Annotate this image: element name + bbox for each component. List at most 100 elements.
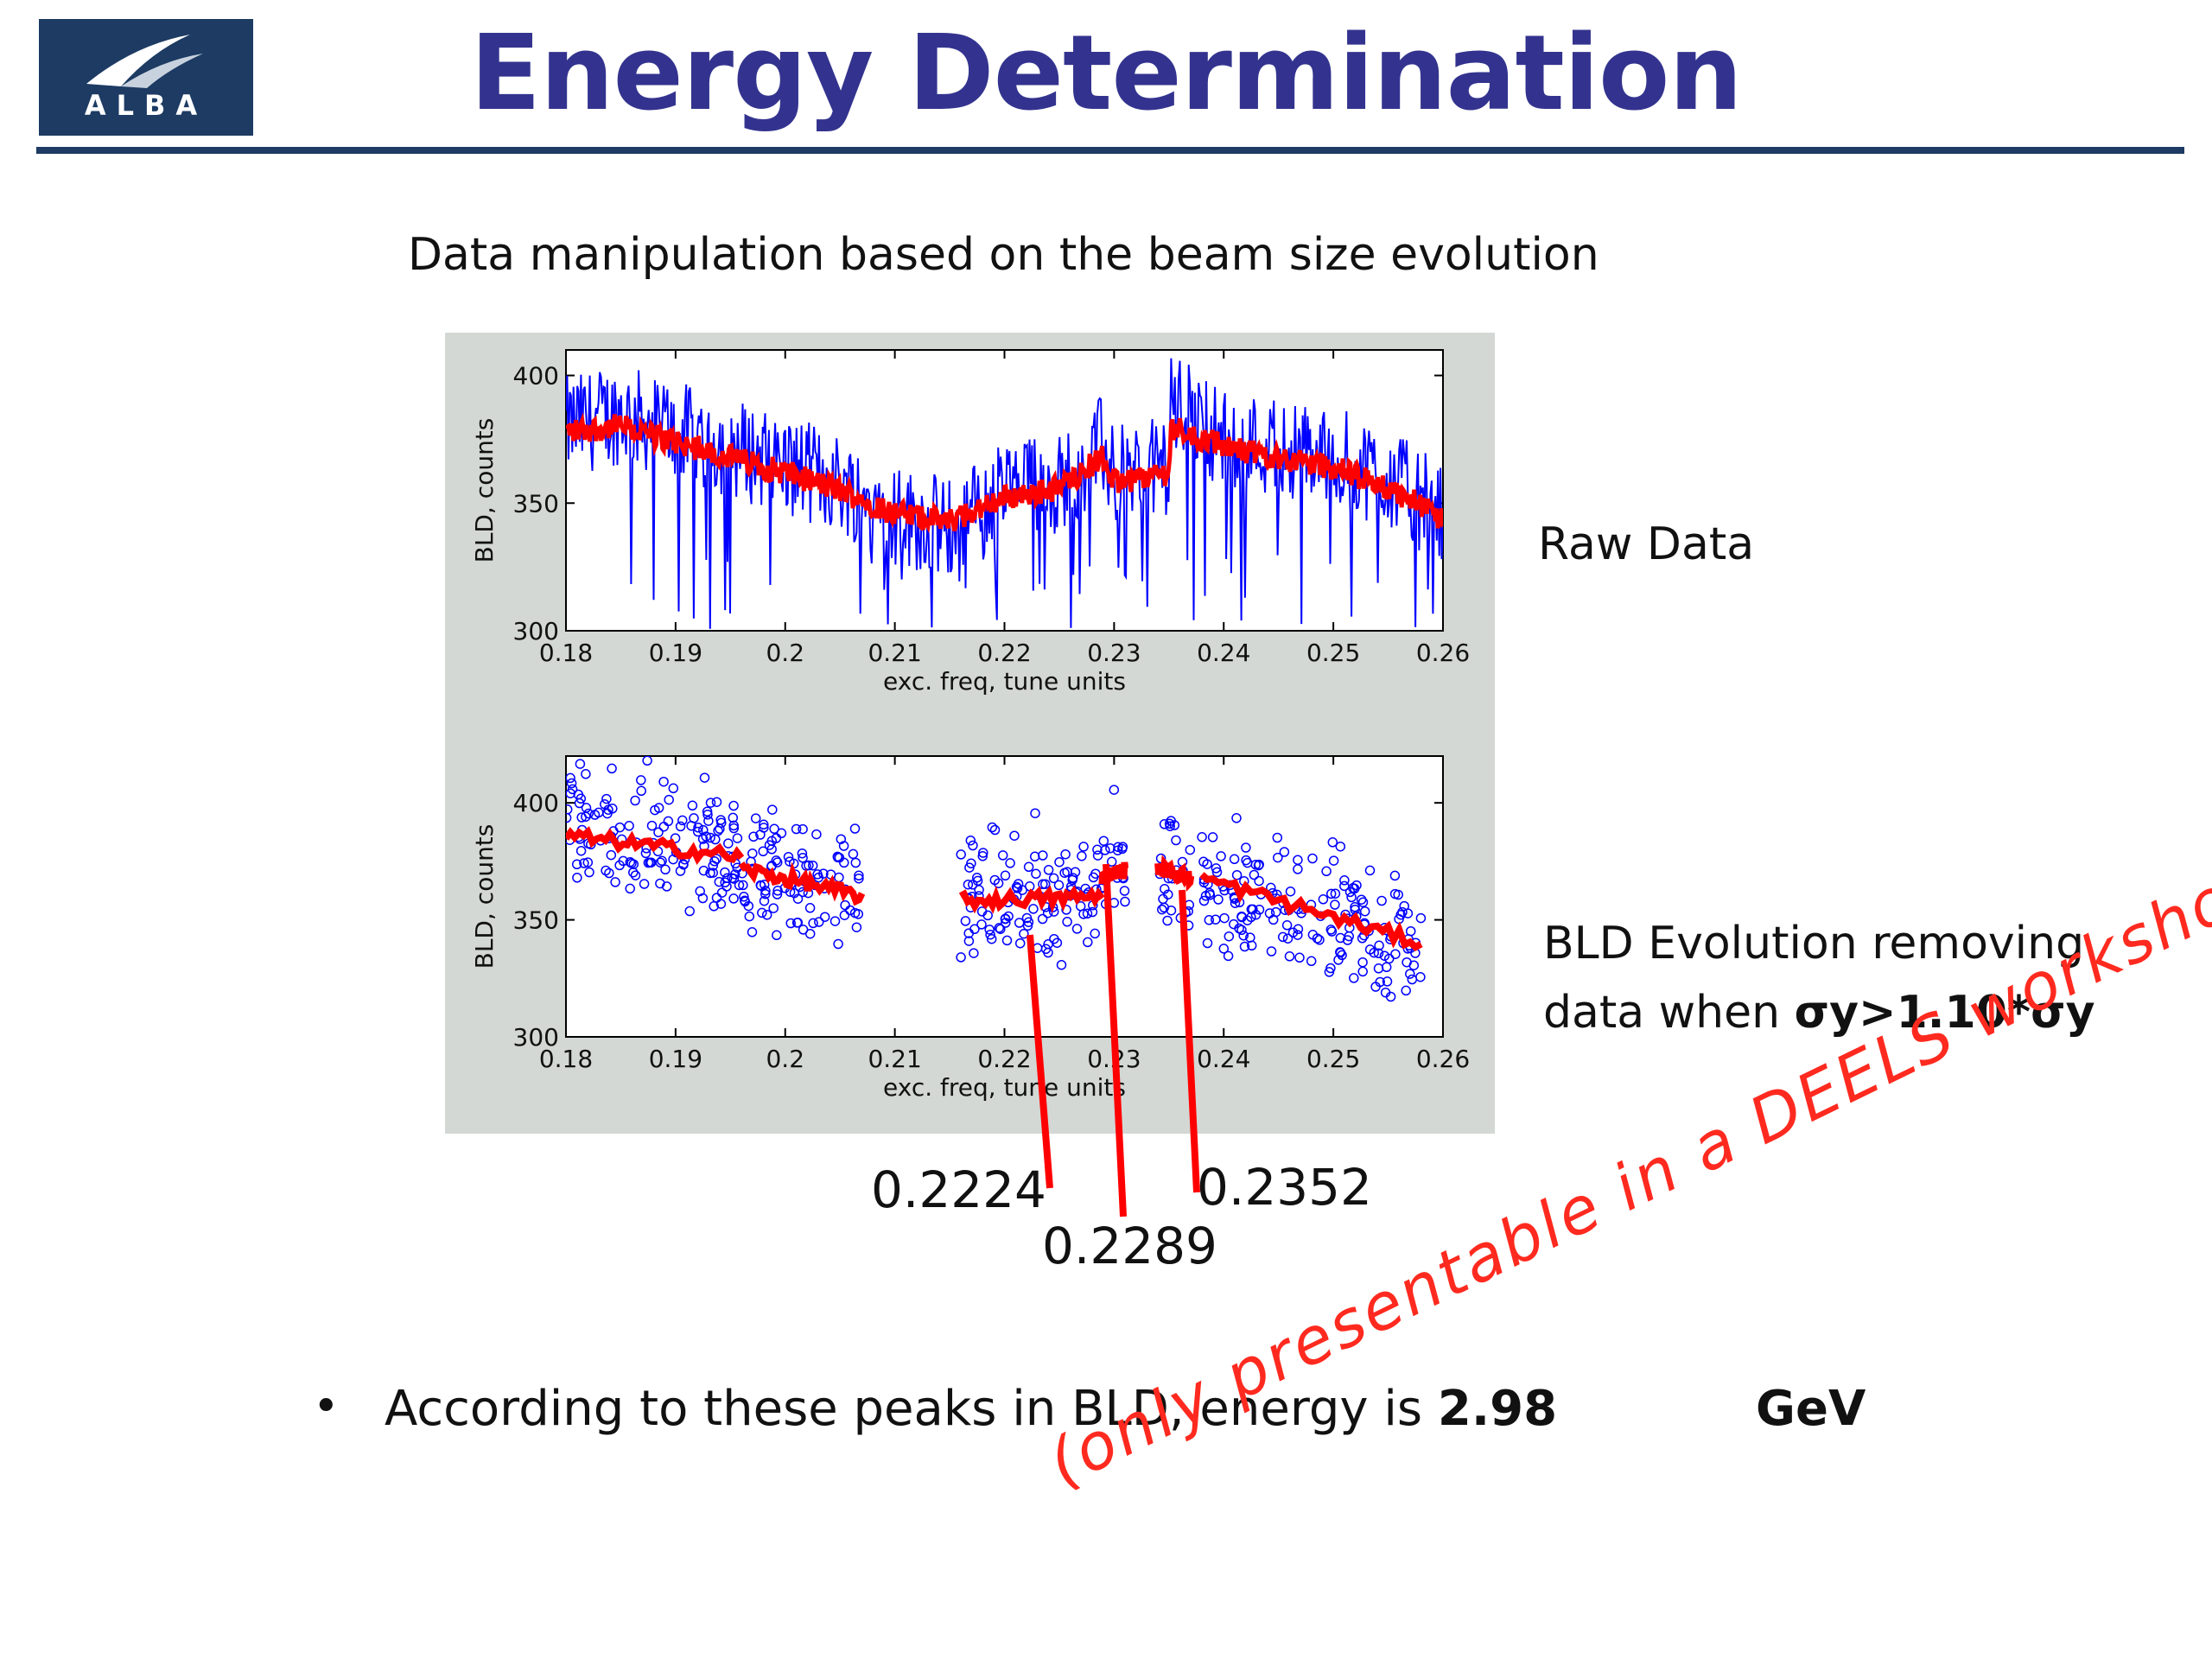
scatter-point (1335, 841, 1346, 852)
scatter-point (572, 873, 582, 883)
scatter-point (963, 936, 975, 946)
scatter-point (739, 892, 749, 902)
scatter-point (1239, 941, 1250, 952)
scatter-point (1382, 976, 1393, 987)
scatter-point (1335, 932, 1346, 944)
scatter-point (811, 829, 822, 840)
x-tick-label: 0.24 (1197, 1045, 1250, 1073)
scatter-point (956, 952, 966, 963)
scatter-point (1241, 855, 1251, 866)
scatter-point (1092, 850, 1103, 861)
scatter-point (759, 819, 769, 830)
scatter-point (579, 858, 589, 868)
scatter-point (994, 923, 1005, 933)
scatter-point (976, 919, 987, 930)
scatter-point (772, 930, 782, 941)
scatter-point (1344, 887, 1356, 898)
bullet-text: According to these peaks in BLD, energy … (385, 1381, 1866, 1437)
scatter-point (698, 865, 709, 876)
scatter-point (582, 857, 594, 868)
x-tick-label: 0.26 (1416, 639, 1470, 667)
scatter-point (1306, 956, 1317, 967)
scatter-point (969, 948, 979, 958)
alba-logo: ALBA (39, 19, 253, 136)
x-tick-label: 0.18 (539, 1045, 593, 1073)
peak-label-1: 0.2224 (871, 1160, 1046, 1219)
scatter-point (1009, 830, 1020, 841)
scatter-point (1165, 821, 1175, 831)
scatter-point (757, 907, 767, 918)
scatter-point (1204, 915, 1215, 925)
scatter-point (1100, 845, 1110, 855)
x-tick-label: 0.2 (766, 639, 804, 667)
scatter-point (702, 806, 713, 817)
scatter-point (1043, 865, 1054, 875)
scatter-point (850, 857, 861, 868)
scatter-point (1307, 853, 1318, 864)
mean-curve (566, 826, 745, 866)
scatter-point (684, 906, 695, 917)
y-tick-label: 300 (513, 617, 559, 645)
scatter-point (1236, 912, 1247, 923)
scatter-point (1005, 858, 1015, 868)
scatter-point (1048, 873, 1059, 884)
x-tick-label: 0.2 (766, 1045, 804, 1073)
scatter-point (1117, 842, 1128, 852)
scatter-point (1284, 951, 1295, 962)
scatter-point (660, 864, 671, 875)
scatter-point (968, 880, 978, 890)
scatter-point (1001, 918, 1011, 928)
scatter-point (963, 879, 974, 890)
scatter-point (1223, 950, 1234, 962)
scatter-point (963, 928, 974, 938)
scatter-point (581, 769, 591, 779)
x-tick-label: 0.18 (539, 639, 593, 667)
scatter-point (744, 911, 755, 922)
scatter-point (1273, 852, 1283, 863)
scatter-point (1218, 944, 1230, 954)
scatter-point (785, 918, 796, 929)
scatter-point (606, 849, 617, 861)
scatter-point (1342, 935, 1353, 945)
scatter-point (1330, 888, 1341, 899)
scatter-point (689, 813, 699, 823)
scatter-point (1374, 940, 1384, 951)
scatter-point (1003, 911, 1014, 922)
peak-arrow-1 (1027, 934, 1053, 1189)
scatter-point (655, 878, 665, 889)
scatter-point (711, 797, 722, 807)
scatter-point (1077, 851, 1087, 861)
scatter-point (705, 832, 715, 843)
scatter-point (1325, 888, 1337, 899)
scatter-point (714, 876, 725, 887)
scatter-point (603, 804, 613, 815)
scatter-point (760, 888, 771, 899)
scatter-point (708, 861, 718, 871)
scatter-point (759, 895, 770, 906)
scatter-point (645, 857, 656, 868)
scatter-point (984, 925, 995, 935)
scatter-point (575, 759, 586, 769)
scatter-point (804, 928, 816, 939)
scatter-point (1202, 938, 1213, 949)
scatter-point (1254, 905, 1265, 915)
raw-data-label: Raw Data (1538, 518, 1755, 570)
scatter-point (986, 933, 997, 944)
y-tick-label: 350 (513, 906, 559, 935)
scatter-point (1359, 906, 1370, 917)
scatter-point (646, 820, 658, 831)
scatter-point (791, 918, 803, 928)
scatter-point (960, 916, 971, 926)
scatter-point (1056, 959, 1067, 970)
scatter-point (1224, 931, 1235, 942)
scatter-point (728, 800, 739, 811)
scatter-point (728, 823, 740, 834)
scatter-point (1014, 938, 1026, 949)
scatter-point (734, 880, 745, 891)
scatter-point (759, 879, 770, 890)
scatter-point (625, 857, 636, 868)
scatter-point (1219, 912, 1230, 924)
scatter-point (668, 854, 678, 865)
scatter-point (653, 827, 664, 837)
scatter-point (1242, 915, 1253, 925)
